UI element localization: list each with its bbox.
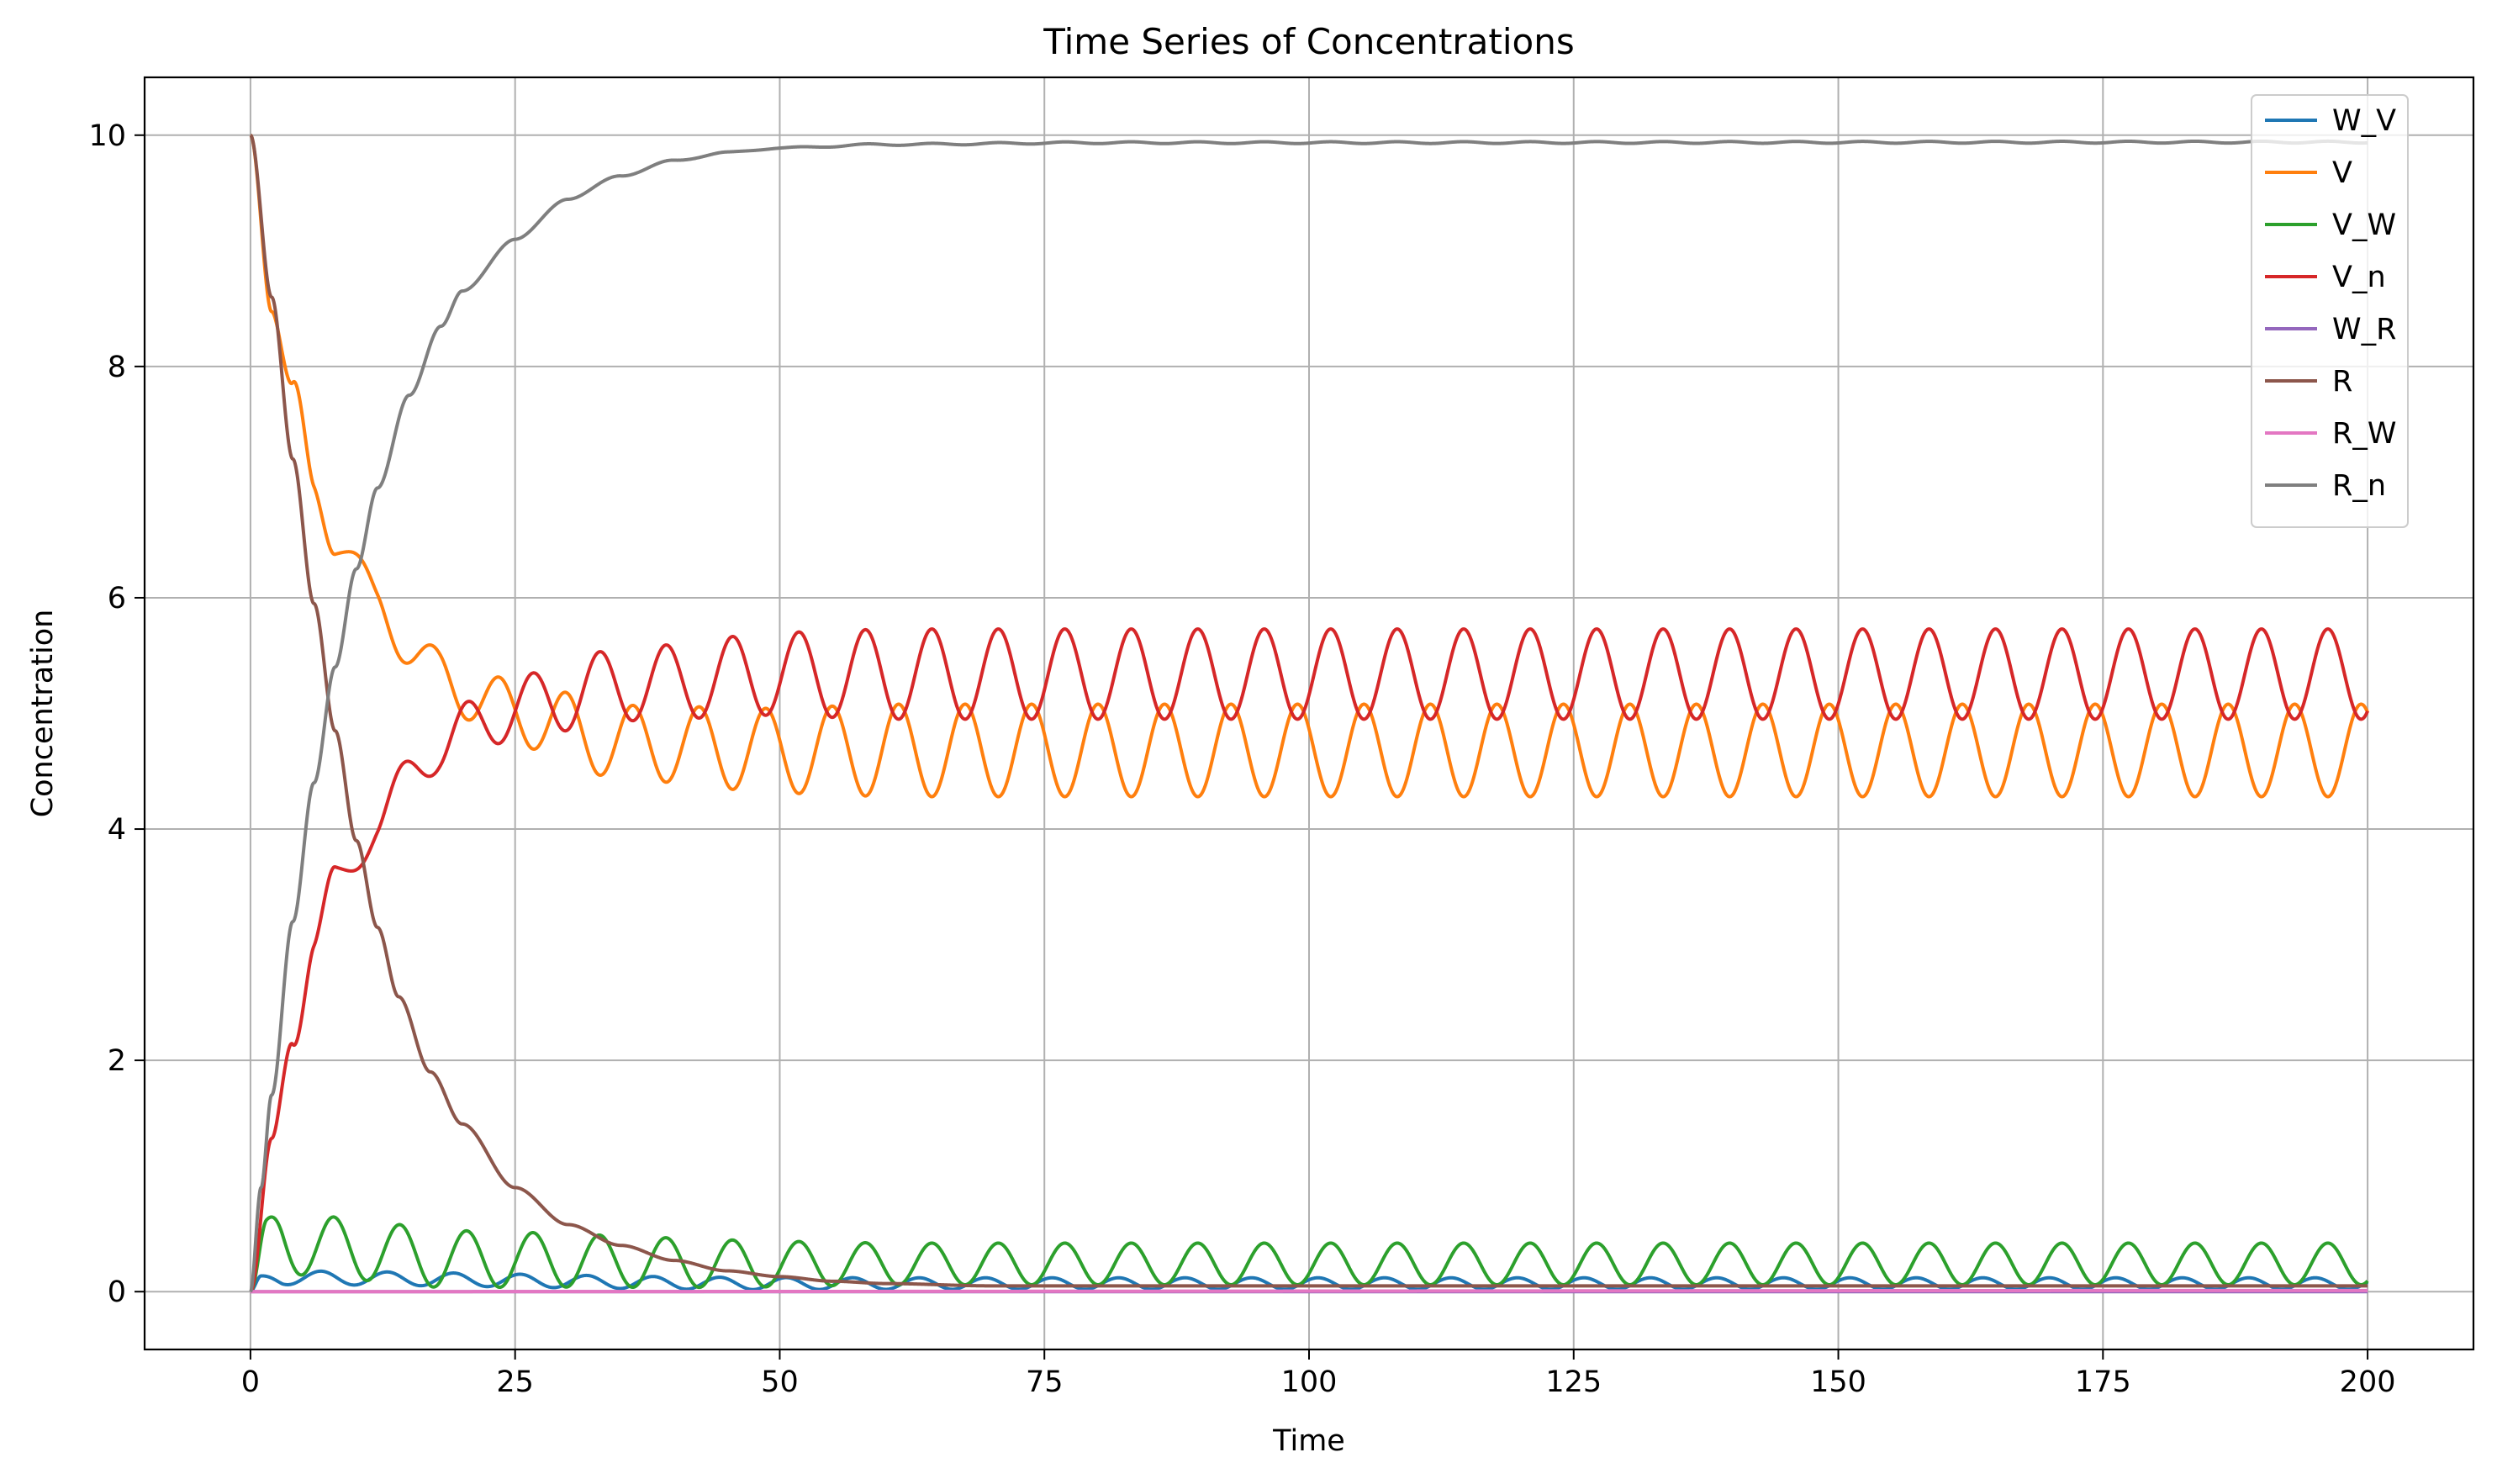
legend-label: R_n [2332, 469, 2386, 503]
x-tick-label: 0 [241, 1365, 260, 1399]
y-axis-ticks: 0 2 4 6 8 10 [88, 119, 145, 1309]
y-axis-label: Concentration [26, 610, 60, 818]
y-tick-label: 4 [108, 813, 126, 847]
y-tick-label: 10 [88, 119, 126, 153]
y-tick-label: 8 [108, 351, 126, 384]
x-axis-label: Time [1272, 1424, 1345, 1458]
x-tick-label: 200 [2340, 1365, 2396, 1399]
series-line-r-n [249, 139, 2369, 1293]
legend-label: R [2332, 365, 2352, 399]
x-tick-label: 125 [1545, 1365, 1602, 1399]
y-tick-label: 2 [108, 1044, 126, 1078]
x-tick-label: 75 [1026, 1365, 1064, 1399]
legend-label: W_V [2332, 104, 2396, 138]
series-line-v-n [249, 627, 2369, 1294]
y-tick-label: 6 [108, 582, 126, 615]
series-line-r [249, 134, 2369, 1288]
chart-title: Time Series of Concentrations [1043, 21, 1574, 62]
legend-label: V_W [2332, 209, 2396, 242]
series-lines [249, 134, 2369, 1294]
x-tick-label: 50 [761, 1365, 799, 1399]
legend: W_V V V_W V_n W_R R R_W R_n [2251, 94, 2409, 528]
x-tick-label: 150 [1810, 1365, 1866, 1399]
legend-box [2251, 94, 2409, 528]
legend-label: R_W [2332, 417, 2396, 451]
x-tick-label: 25 [496, 1365, 534, 1399]
x-tick-label: 175 [2075, 1365, 2131, 1399]
legend-label: V_n [2332, 261, 2386, 294]
series-line-v [249, 134, 2369, 799]
x-axis-ticks: 0 25 50 75 100 125 150 175 200 [241, 1349, 2396, 1399]
series-line-v-w [249, 1215, 2369, 1294]
y-tick-label: 0 [108, 1275, 126, 1309]
x-tick-label: 100 [1281, 1365, 1338, 1399]
legend-label: V [2332, 156, 2352, 190]
legend-label: W_R [2332, 313, 2396, 346]
